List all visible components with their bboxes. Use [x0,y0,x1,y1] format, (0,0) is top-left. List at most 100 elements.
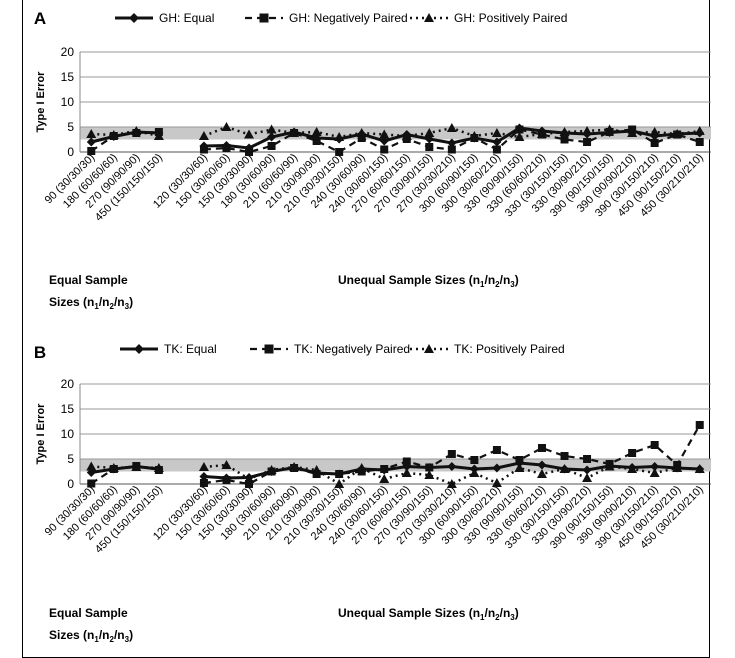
group-label-unequal: Unequal Sample Sizes (n1/n2/n3) [338,606,519,622]
data-point-square [380,145,389,154]
y-tick-label: 5 [67,120,74,134]
data-point-diamond [492,137,502,147]
data-point-square [650,441,659,449]
data-point-triangle [694,126,705,135]
data-point-triangle [266,124,277,134]
y-tick-label: 0 [67,145,74,159]
data-point-triangle [153,463,164,472]
data-point-square [245,148,254,156]
data-point-square [447,145,456,154]
data-point-triangle [627,128,638,137]
data-point-square [199,479,208,487]
data-point-triangle [469,131,480,140]
group-label-equal-sizes: Sizes (n1/n2/n3) [49,295,133,311]
data-point-square [87,147,96,155]
y-tick-label: 10 [61,427,75,441]
y-tick-label: 15 [61,402,75,416]
data-point-triangle [334,132,345,141]
data-point-square [425,463,434,472]
data-point-square [447,450,456,458]
data-point-diamond [447,462,457,471]
data-point-square [695,138,704,146]
data-point-triangle [86,461,97,471]
data-point-square [222,476,231,484]
group-label-equal: Equal Sample [49,606,128,620]
legend-label: GH: Equal [159,11,214,25]
data-point-triangle [198,131,209,140]
data-point-triangle [582,126,593,135]
data-point-square [515,456,524,464]
legend-label: TK: Negatively Paired [294,342,410,356]
panel-label: B [34,343,46,362]
series-line [90,130,159,152]
data-point-triangle [198,462,209,471]
data-point-triangle [401,131,412,140]
data-point-triangle [311,127,322,136]
legend-label: TK: Equal [164,342,217,356]
data-point-triangle [604,124,615,134]
data-point-triangle [672,129,683,138]
data-point-triangle [559,127,570,136]
panel-label: A [34,9,46,28]
y-tick-label: 10 [61,95,75,109]
data-point-square [560,452,569,460]
legend-marker [129,13,139,23]
data-point-triangle [334,479,345,488]
data-point-square [583,138,592,146]
y-tick-label: 20 [61,45,75,59]
data-point-square [199,145,208,154]
data-point-triangle [536,129,547,138]
shaded-band [80,127,711,140]
data-point-square [357,134,366,142]
y-tick-label: 20 [61,377,75,391]
data-point-triangle [649,127,660,136]
legend-marker [424,13,434,22]
data-point-triangle [424,470,435,479]
data-point-diamond [86,137,96,147]
data-point-triangle [289,462,300,471]
data-point-triangle [401,468,412,477]
data-point-triangle [694,464,705,473]
legend-marker [424,344,434,353]
data-point-square [335,148,344,156]
data-point-diamond [199,472,209,481]
data-point-triangle [582,473,593,482]
data-point-diamond [379,136,389,146]
data-point-triangle [446,123,457,132]
y-tick-label: 15 [61,70,75,84]
data-point-triangle [221,460,232,469]
data-point-square [402,457,411,466]
data-point-triangle [491,478,502,487]
data-point-square [492,446,501,454]
data-point-triangle [266,465,277,474]
group-label-equal: Equal Sample [49,273,128,287]
data-point-square [515,125,524,134]
data-point-square [695,421,704,429]
data-point-square [312,137,321,145]
data-point-triangle [649,468,660,477]
data-point-diamond [267,132,277,142]
data-point-triangle [424,128,435,137]
data-point-triangle [356,463,367,472]
data-point-triangle [627,464,638,473]
data-point-triangle [108,463,119,472]
series-line [90,464,160,485]
data-point-triangle [311,465,322,474]
data-point-triangle [244,474,255,483]
legend-label: GH: Negatively Paired [289,11,408,25]
legend-label: GH: Positively Paired [454,11,567,25]
data-point-square [335,470,344,478]
data-point-triangle [514,463,525,472]
data-point-triangle [514,132,525,141]
group-label-equal-sizes: Sizes (n1/n2/n3) [49,628,133,644]
data-point-triangle [604,461,615,471]
y-axis-label: Type I Error [35,71,47,133]
data-point-triangle [289,128,300,137]
data-point-square [87,479,96,488]
data-point-square [492,145,501,154]
data-point-square [470,456,479,464]
data-point-diamond [537,460,547,470]
data-point-square [537,444,546,452]
